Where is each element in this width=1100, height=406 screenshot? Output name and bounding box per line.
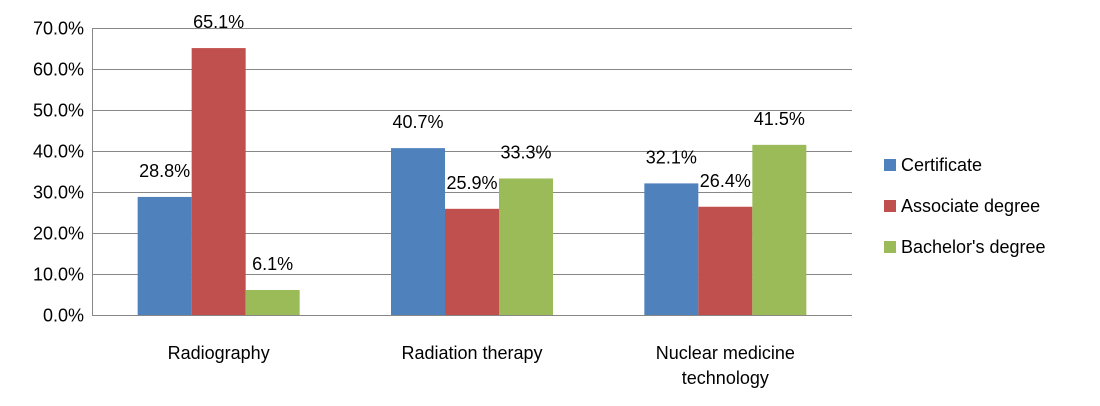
bar-certificate-radiography: [137, 196, 192, 315]
x-category-label: Nuclear medicine technology: [656, 343, 795, 388]
bar-certificate-radiation-therapy: [391, 148, 445, 315]
legend: Certificate Associate degree Bachelor's de…: [884, 155, 1046, 257]
legend-label: Associate degree: [901, 196, 1040, 216]
y-tick-label: 30.0%: [33, 183, 84, 203]
data-label: 6.1%: [252, 254, 293, 274]
data-label: 33.3%: [500, 142, 551, 162]
y-tick-label: 50.0%: [33, 101, 84, 121]
data-label: 25.9%: [446, 173, 497, 193]
data-label: 28.8%: [139, 161, 190, 181]
legend-swatch-associate-degree: [884, 200, 896, 212]
bar-associate-degree-radiography: [191, 48, 246, 316]
x-category-label: Radiography: [168, 343, 270, 363]
y-tick-label: 0.0%: [43, 306, 84, 326]
bar-bachelor-s-degree-radiography: [245, 289, 300, 315]
data-labels: 28.8% 65.1% 6.1% 40.7% 25.9%33.3% 32.1%26.4% 4…: [139, 12, 805, 274]
bar-bachelor-s-degree-nuclear-medicine-technology: [752, 144, 807, 315]
y-tick-label: 10.0%: [33, 265, 84, 285]
y-tick-label: 20.0%: [33, 224, 84, 244]
data-label: 40.7%: [392, 112, 443, 132]
x-category-label: Radiation therapy: [401, 343, 542, 363]
data-label: 32.1%: [646, 147, 697, 167]
y-tick-label: 60.0%: [33, 60, 84, 80]
data-label: 26.4%: [700, 171, 751, 191]
bar-bachelor-s-degree-radiation-therapy: [499, 178, 553, 315]
bar-certificate-nuclear-medicine-technology: [644, 183, 699, 315]
legend-label: Certificate: [901, 155, 982, 175]
y-tick-label: 70.0%: [33, 19, 84, 39]
legend-label: Bachelor's degree: [901, 237, 1046, 257]
bar-associate-degree-radiation-therapy: [445, 208, 499, 315]
legend-swatch-certificate: [884, 159, 896, 171]
data-label: 41.5%: [754, 109, 805, 129]
bar-associate-degree-nuclear-medicine-technology: [698, 206, 753, 315]
bars: [137, 48, 807, 316]
axes: 0.0% 10.0% 20.0% 30.0% 40.0% 50.0% 60.0% 70.0% R…: [33, 19, 852, 388]
legend-swatch-bachelor-s-degree: [884, 241, 896, 253]
y-tick-label: 40.0%: [33, 142, 84, 162]
data-label: 65.1%: [193, 12, 244, 32]
